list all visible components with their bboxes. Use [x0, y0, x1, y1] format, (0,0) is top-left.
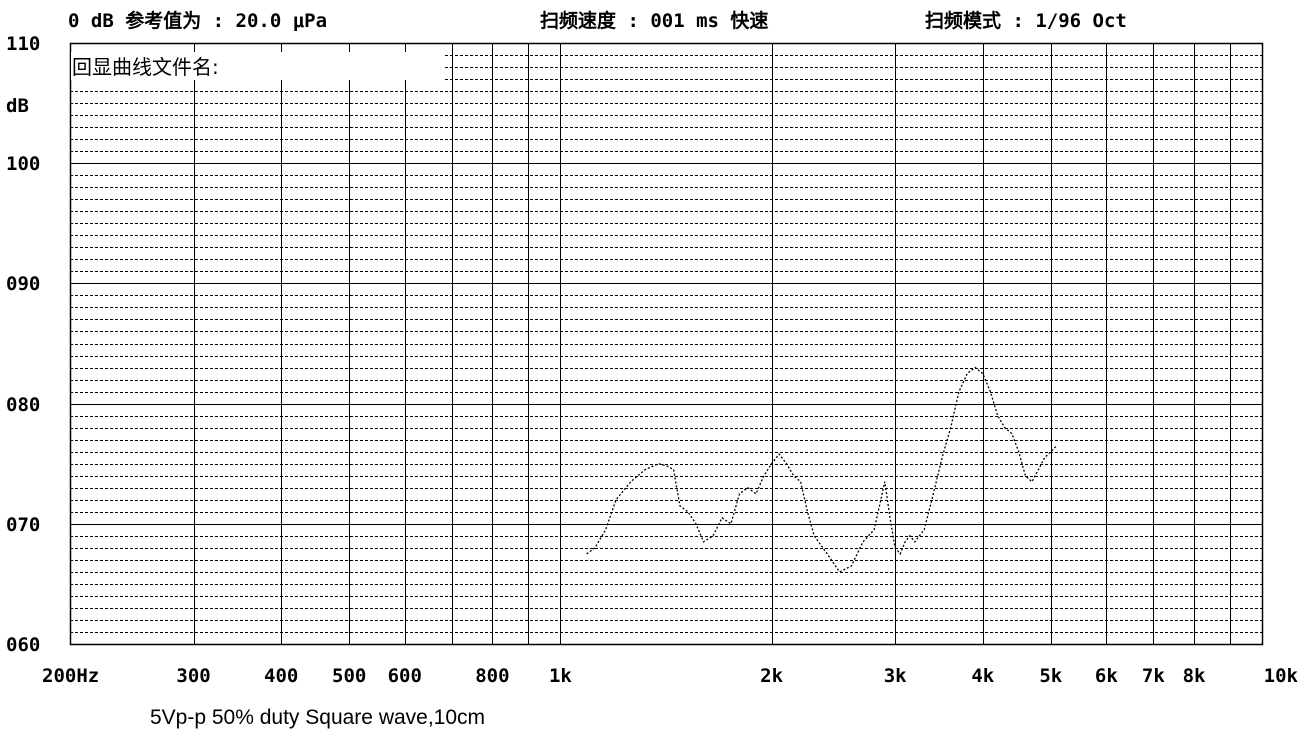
- y-tick-label-080: 080: [6, 394, 40, 416]
- plot-frame: [69, 42, 1264, 646]
- y-tick-labels: 110 100 090 080 070 060: [6, 33, 40, 656]
- x-tick-label-1k: 1k: [549, 665, 572, 687]
- y-axis-unit: dB: [6, 95, 29, 117]
- y-tick-label-090: 090: [6, 273, 40, 295]
- y-tick-label-110: 110: [6, 33, 40, 55]
- x-tick-label-300: 300: [176, 665, 210, 687]
- plot-border: [69, 42, 1264, 646]
- y-tick-label-070: 070: [6, 514, 40, 536]
- x-tick-label-400: 400: [264, 665, 298, 687]
- file-name-label: 回显曲线文件名:: [72, 55, 219, 79]
- series-line-0: [586, 366, 1058, 573]
- reference-value-text: 0 dB 参考值为 : 20.0 μPa: [68, 9, 327, 32]
- x-tick-label-10k: 10k: [1264, 665, 1299, 687]
- x-tick-label-8k: 8k: [1183, 665, 1206, 687]
- chart-grid: [70, 43, 1263, 645]
- sweep-mode-text: 扫频模式 : 1/96 Oct: [925, 9, 1127, 32]
- x-tick-label-7k: 7k: [1142, 665, 1165, 687]
- y-tick-label-060: 060: [6, 634, 40, 656]
- y-tick-label-100: 100: [6, 153, 40, 175]
- chart-caption: 5Vp-p 50% duty Square wave,10cm: [150, 706, 486, 729]
- x-tick-label-500: 500: [332, 665, 366, 687]
- x-tick-label-5k: 5k: [1039, 665, 1062, 687]
- x-tick-label-800: 800: [475, 665, 509, 687]
- x-tick-label-2k: 2k: [760, 665, 783, 687]
- x-tick-label-6k: 6k: [1095, 665, 1118, 687]
- x-tick-label-4k: 4k: [971, 665, 994, 687]
- x-tick-label-200Hz: 200Hz: [42, 665, 99, 687]
- response-curve: [586, 366, 1058, 573]
- x-tick-label-600: 600: [388, 665, 422, 687]
- x-tick-label-3k: 3k: [884, 665, 907, 687]
- x-tick-labels: 200Hz 300 400 500 600 800 1k 2k 3k 4k 5k 6k 7k 8k 10k: [42, 665, 1299, 687]
- file-label-box: [71, 52, 443, 80]
- sweep-speed-text: 扫频速度 : 001 ms 快速: [540, 9, 768, 32]
